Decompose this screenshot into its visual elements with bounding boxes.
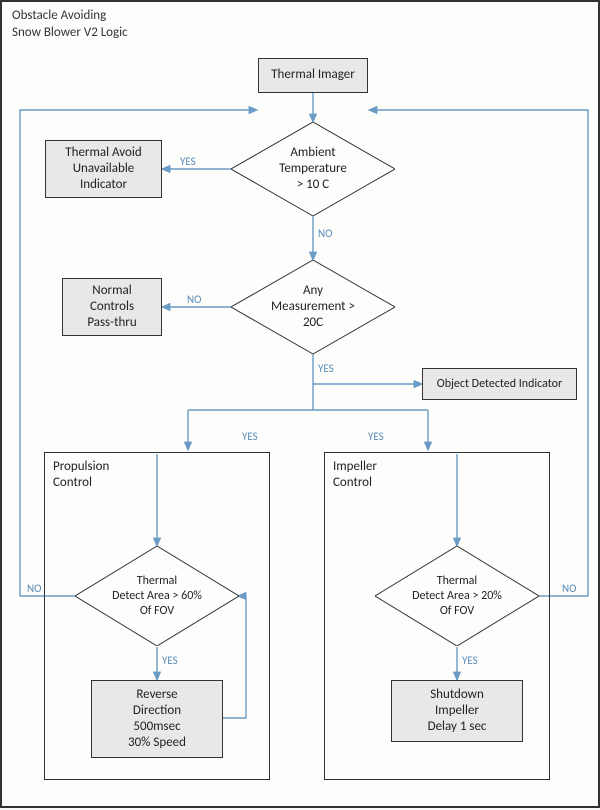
node-object-detected: Object Detected Indicator (422, 368, 577, 400)
imp-l2: Control (333, 475, 372, 490)
anym-l3: 20C (303, 315, 323, 330)
imp-l1: Impeller (333, 459, 377, 474)
thermal-imager-label: Thermal Imager (271, 67, 355, 83)
node-any-measurement: Any Measurement > 20C (231, 260, 395, 354)
label-split-yes-left: YES (242, 430, 258, 443)
node-normal-controls: Normal Controls Pass-thru (62, 278, 162, 336)
label-anym-yes: YES (318, 362, 334, 375)
impeller-title: Impeller Control (333, 459, 377, 492)
title-line2: Snow Blower V2 Logic (12, 25, 128, 40)
d20-l1: Thermal (437, 574, 477, 588)
node-ambient-temp: Ambient Temperature > 10 C (231, 122, 395, 216)
norm-l2: Controls (90, 299, 134, 314)
prop-l1: Propulsion (53, 459, 109, 474)
avoid-l2: Unavailable (73, 161, 135, 176)
rev-l2: Direction (133, 703, 181, 718)
rev-l4: 30% Speed (128, 735, 186, 750)
label-split-yes-right: YES (368, 430, 384, 443)
node-shutdown: Shutdown Impeller Delay 1 sec (391, 680, 523, 742)
d60-l1: Thermal (137, 574, 177, 588)
d60-l2: Detect Area > 60% (112, 589, 202, 603)
label-d20-no: NO (562, 582, 576, 595)
anym-l2: Measurement > (271, 299, 355, 314)
ambient-l2: Temperature (279, 161, 347, 176)
norm-l1: Normal (92, 283, 131, 298)
prop-l2: Control (53, 475, 92, 490)
d60-l3: Of FOV (140, 604, 174, 618)
label-ambient-no: NO (318, 227, 332, 240)
ambient-l1: Ambient (290, 145, 335, 160)
node-detect-20: Thermal Detect Area > 20% Of FOV (375, 546, 539, 646)
objdet-label: Object Detected Indicator (437, 377, 562, 392)
rev-l3: 500msec (133, 719, 180, 734)
d20-l3: Of FOV (440, 604, 474, 618)
ambient-l3: > 10 C (297, 177, 329, 192)
node-thermal-imager: Thermal Imager (258, 58, 368, 93)
d20-l2: Detect Area > 20% (412, 589, 502, 603)
anym-l1: Any (303, 283, 323, 298)
sd-l1: Shutdown (430, 687, 484, 702)
diagram-title: Obstacle Avoiding Snow Blower V2 Logic (12, 8, 128, 42)
norm-l3: Pass-thru (87, 315, 136, 330)
label-anym-no: NO (187, 293, 201, 306)
flowchart-canvas: Obstacle Avoiding Snow Blower V2 Logic (0, 0, 600, 808)
label-d20-yes: YES (462, 654, 478, 667)
propulsion-title: Propulsion Control (53, 459, 109, 492)
sd-l2: Impeller (435, 703, 479, 718)
node-avoid-unavailable: Thermal Avoid Unavailable Indicator (45, 140, 162, 198)
label-d60-yes: YES (162, 654, 178, 667)
label-d60-no: NO (27, 582, 41, 595)
node-reverse: Reverse Direction 500msec 30% Speed (91, 680, 223, 758)
title-line1: Obstacle Avoiding (12, 8, 106, 23)
avoid-l3: Indicator (80, 177, 127, 192)
label-ambient-yes: YES (180, 155, 196, 168)
sd-l3: Delay 1 sec (428, 719, 487, 734)
node-detect-60: Thermal Detect Area > 60% Of FOV (75, 546, 239, 646)
avoid-l1: Thermal Avoid (65, 145, 141, 160)
rev-l1: Reverse (136, 687, 177, 702)
